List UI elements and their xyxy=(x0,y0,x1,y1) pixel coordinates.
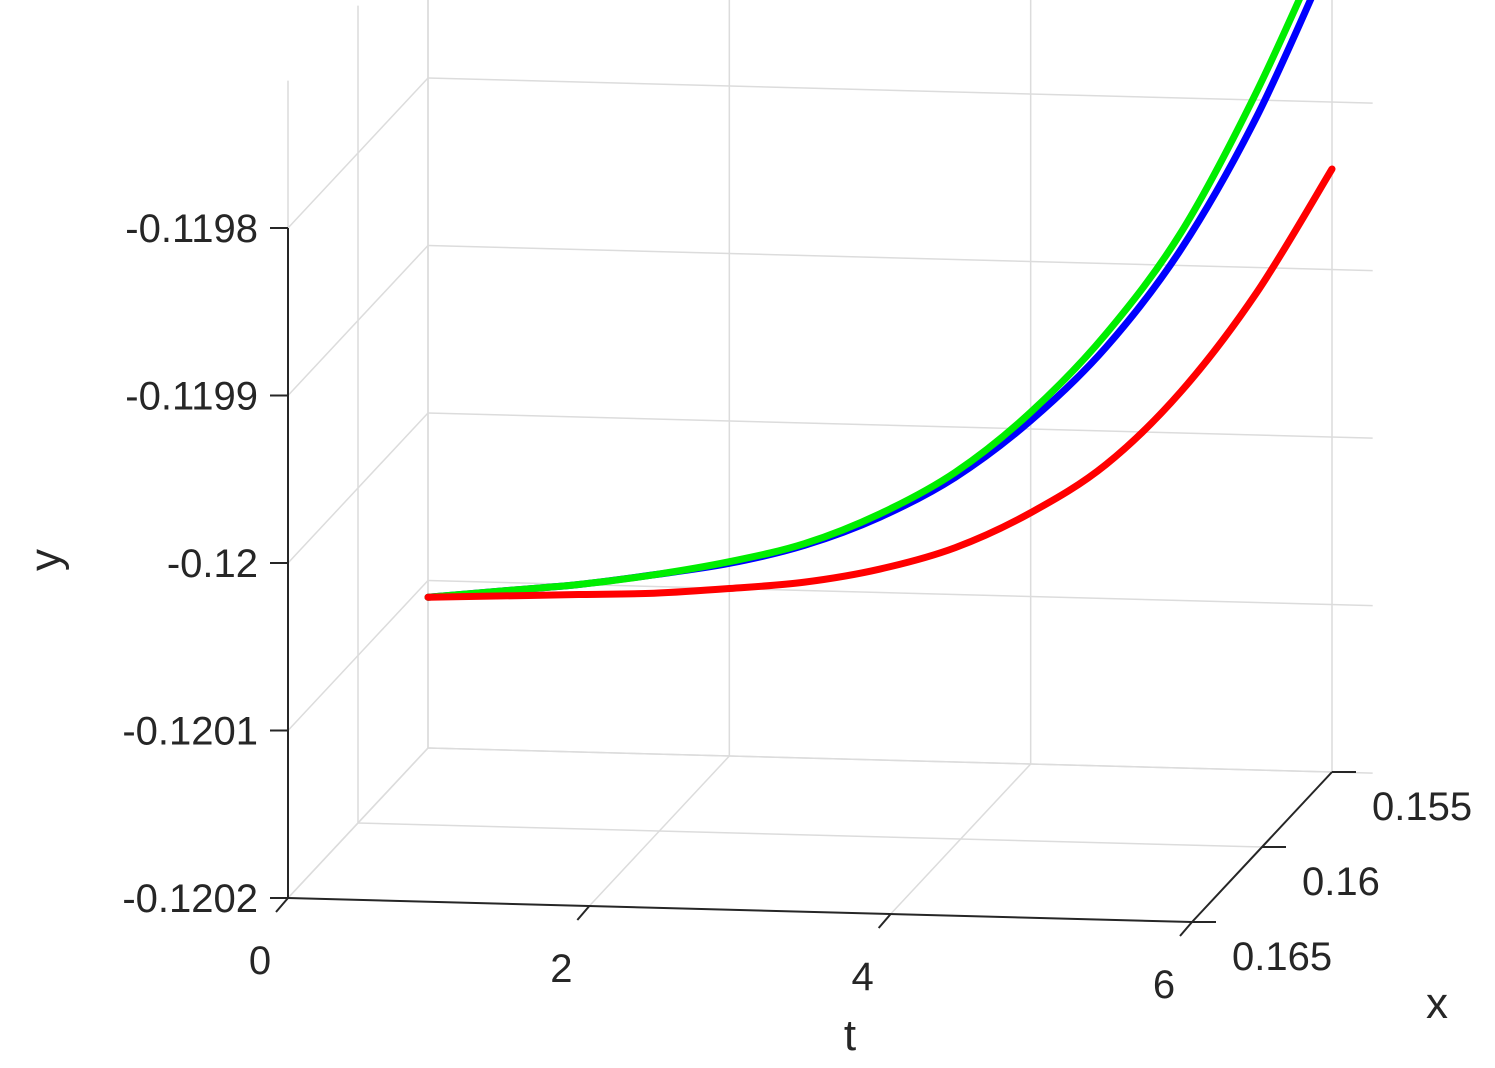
t-tick xyxy=(1179,921,1193,937)
x-tick-label: 0.16 xyxy=(1302,860,1380,904)
y-tick-label: -0.1202 xyxy=(122,877,258,921)
y-tick-label: -0.1199 xyxy=(125,375,258,419)
grid-line xyxy=(427,747,1333,773)
y-axis-label: y xyxy=(21,549,70,571)
t-axis-label: t xyxy=(844,1011,856,1060)
axes xyxy=(270,227,1356,937)
grid-line xyxy=(427,77,1373,104)
t-tick xyxy=(275,897,289,913)
series-line-1 xyxy=(424,0,1303,601)
t-tick-label: 4 xyxy=(852,955,874,999)
series-lines xyxy=(424,0,1336,601)
y-tick-label: -0.1198 xyxy=(125,207,258,251)
grid-line xyxy=(357,822,1263,848)
y-tick-label: -0.1201 xyxy=(122,710,258,754)
grid-line xyxy=(427,244,1373,272)
t-tick xyxy=(877,913,892,929)
t-tick xyxy=(576,905,591,921)
x-tick-label: 0.155 xyxy=(1372,785,1472,829)
series-line-2 xyxy=(424,165,1336,601)
t-axis-line xyxy=(287,897,1193,923)
grid-line xyxy=(427,412,1373,439)
x-tick-label: 0.165 xyxy=(1232,935,1332,979)
grid-lines xyxy=(287,0,1373,923)
x-axis-label: x xyxy=(1426,979,1448,1028)
tick-labels: -0.1202 -0.1201 -0.12 -0.1199 -0.1198 0 2 4 6 0.1… xyxy=(122,207,1472,1007)
t-tick-label: 0 xyxy=(249,939,271,983)
t-tick-label: 2 xyxy=(550,947,572,991)
y-tick-label: -0.12 xyxy=(167,542,258,586)
t-tick-label: 6 xyxy=(1153,963,1175,1007)
